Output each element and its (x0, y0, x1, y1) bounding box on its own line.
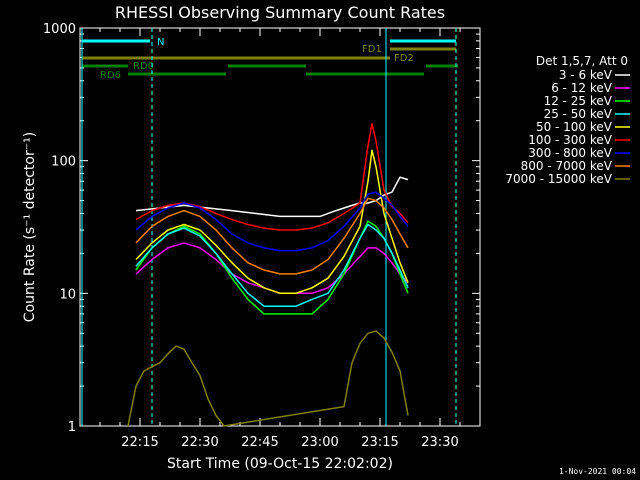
series-line-3 (135, 223, 409, 307)
annotation-rd0: RD0 (133, 61, 154, 72)
legend-label: 12 - 25 keV (544, 94, 613, 108)
legend-label: 300 - 800 keV (528, 146, 612, 160)
y-tick-label: 1000 (43, 22, 76, 37)
legend-label: 6 - 12 keV (551, 81, 613, 95)
legend-label: 800 - 7000 keV (521, 159, 613, 173)
series-line-2 (135, 220, 409, 315)
state-bars: N FD1 FD2 RD0 RD6 (82, 37, 458, 81)
legend-label: 3 - 6 keV (559, 68, 613, 82)
y-tick-label: 100 (51, 155, 76, 170)
series-line-0 (135, 176, 409, 218)
annotation-n: N (157, 37, 164, 48)
timestamp: 1-Nov-2021 00:04 (559, 467, 636, 476)
x-tick-label: 22:15 (121, 435, 158, 450)
series-line-7 (135, 197, 409, 275)
x-axis-label: Start Time (09-Oct-15 22:02:02) (167, 456, 393, 472)
event-markers (81, 28, 457, 426)
series-line-4 (135, 149, 409, 295)
x-tick-label: 23:00 (301, 435, 338, 450)
x-tick-label: 23:30 (421, 435, 458, 450)
legend-label: 100 - 300 keV (528, 133, 612, 147)
annotation-fd2: FD2 (394, 53, 414, 64)
y-tick-label: 1 (68, 420, 76, 435)
series-line-6 (135, 191, 409, 252)
y-axis-label: Count Rate (s⁻¹ detector⁻¹) (22, 132, 38, 322)
chart-title: RHESSI Observing Summary Count Rates (115, 3, 445, 22)
y-axis: 1 10 100 1000 (43, 22, 480, 435)
data-series (127, 122, 409, 427)
y-tick-label: 10 (59, 287, 76, 302)
legend-title: Det 1,5,7, Att 0 (536, 54, 628, 68)
series-line-8 (127, 330, 409, 427)
annotation-fd1: FD1 (362, 44, 382, 55)
x-tick-label: 22:45 (241, 435, 278, 450)
series-line-5 (135, 122, 409, 231)
x-tick-label: 22:30 (181, 435, 218, 450)
series-line-1 (135, 242, 409, 295)
legend-label: 25 - 50 keV (544, 107, 613, 121)
legend-label: 7000 - 15000 keV (505, 172, 612, 186)
x-axis: 22:15 22:30 22:45 23:00 23:15 23:30 (99, 28, 461, 450)
legend-label: 50 - 100 keV (536, 120, 613, 134)
x-tick-label: 23:15 (361, 435, 398, 450)
annotation-rd6: RD6 (100, 70, 121, 81)
